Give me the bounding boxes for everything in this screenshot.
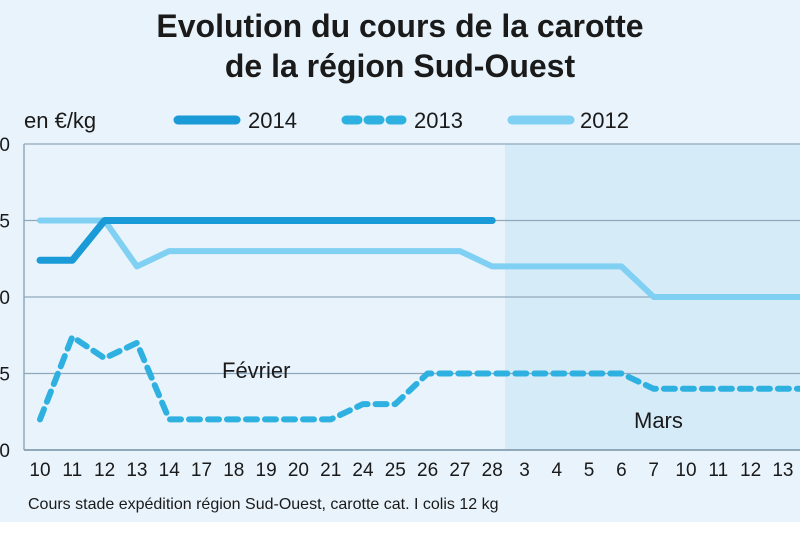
x-tick-label: 24 bbox=[352, 460, 374, 481]
x-tick-label: 28 bbox=[482, 460, 503, 481]
x-tick-label: 3 bbox=[519, 460, 530, 481]
x-tick-label: 12 bbox=[94, 460, 115, 481]
series-line-2014 bbox=[36, 217, 496, 264]
x-tick-label: 6 bbox=[616, 460, 627, 481]
x-tick-label: 14 bbox=[159, 460, 181, 481]
y-axis-label: en €/kg bbox=[24, 108, 96, 133]
chart-title-block: Evolution du cours de la carotte de la r… bbox=[0, 6, 800, 86]
footer-strip bbox=[0, 522, 800, 550]
x-tick-label: 11 bbox=[62, 460, 82, 481]
y-tick-label: 5 bbox=[0, 365, 10, 386]
x-tick-label: 17 bbox=[191, 460, 212, 481]
x-tick-label: 26 bbox=[417, 460, 438, 481]
series-lines bbox=[36, 217, 800, 423]
x-tick-label: 10 bbox=[675, 460, 696, 481]
x-tick-label: 7 bbox=[648, 460, 659, 481]
period-label-fevrier: Février bbox=[222, 358, 290, 383]
x-tick-label: 25 bbox=[385, 460, 406, 481]
x-tick-label: 27 bbox=[449, 460, 470, 481]
legend-label-2014: 2014 bbox=[248, 108, 297, 133]
x-tick-label: 18 bbox=[223, 460, 244, 481]
y-tick-labels: 0 5 0 5 0 bbox=[0, 135, 10, 462]
y-tick-label: 0 bbox=[0, 441, 10, 462]
x-tick-label: 20 bbox=[288, 460, 309, 481]
x-tick-label: 12 bbox=[740, 460, 761, 481]
y-tick-label: 0 bbox=[0, 135, 10, 156]
x-tick-label: 10 bbox=[29, 460, 50, 481]
legend: 2014 2013 2012 bbox=[173, 108, 629, 133]
chart-subtitle: de la région Sud-Ouest bbox=[224, 48, 576, 84]
x-tick-label: 5 bbox=[584, 460, 595, 481]
x-tick-label: 11 bbox=[708, 460, 728, 481]
x-tick-label: 19 bbox=[256, 460, 277, 481]
x-tick-label: 13 bbox=[126, 460, 147, 481]
x-tick-labels: 10 11 12 13 14 17 18 19 20 21 24 25 26 27 28 3 4 5 6 7 10 11 1… bbox=[29, 460, 793, 481]
legend-label-2013: 2013 bbox=[414, 108, 463, 133]
legend-label-2012: 2012 bbox=[580, 108, 629, 133]
period-label-mars: Mars bbox=[634, 408, 683, 433]
chart-title: Evolution du cours de la carotte bbox=[156, 8, 644, 44]
series-line-2012 bbox=[37, 217, 800, 300]
series-line-2013 bbox=[37, 333, 800, 423]
x-tick-label: 21 bbox=[320, 460, 341, 481]
y-tick-label: 5 bbox=[0, 212, 10, 233]
x-tick-label: 4 bbox=[552, 460, 563, 481]
source-note: Cours stade expédition région Sud-Ouest,… bbox=[28, 496, 499, 513]
y-tick-label: 0 bbox=[0, 288, 10, 309]
x-tick-label: 13 bbox=[772, 460, 793, 481]
